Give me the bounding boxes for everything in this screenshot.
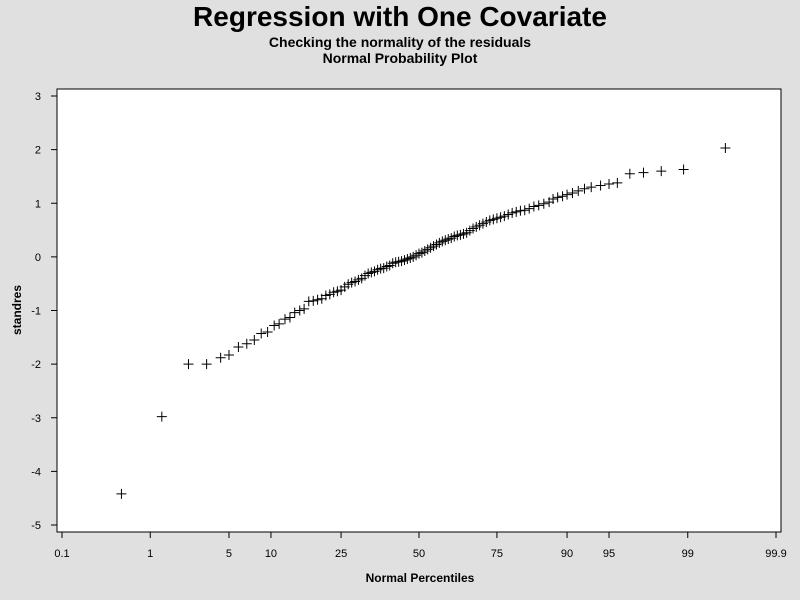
data-point-plus bbox=[156, 411, 167, 422]
data-point-plus bbox=[116, 488, 127, 499]
data-point-plus bbox=[624, 168, 635, 179]
data-point-plus bbox=[249, 334, 260, 345]
data-point-plus bbox=[533, 200, 544, 211]
data-point-plus bbox=[612, 177, 623, 188]
data-point-plus bbox=[538, 198, 549, 209]
x-tick-label: 75 bbox=[491, 548, 503, 560]
x-tick-label: 1 bbox=[147, 548, 153, 560]
x-tick-label: 10 bbox=[265, 548, 277, 560]
plot-area bbox=[56, 88, 782, 533]
data-point-plus bbox=[557, 191, 568, 202]
data-point-plus bbox=[233, 341, 244, 352]
data-point-plus bbox=[312, 294, 323, 305]
data-point-plus bbox=[269, 320, 280, 331]
x-tick-label: 50 bbox=[413, 548, 425, 560]
data-point-plus bbox=[567, 188, 578, 199]
chart-subtitle-2: Normal Probability Plot bbox=[322, 50, 478, 66]
data-point-plus bbox=[503, 209, 514, 220]
data-point-plus bbox=[507, 207, 518, 218]
data-point-plus bbox=[284, 312, 295, 323]
x-tick-label: 25 bbox=[335, 548, 347, 560]
y-tick-label: 2 bbox=[35, 145, 41, 157]
y-tick-label: -3 bbox=[31, 413, 41, 425]
y-tick-label: 3 bbox=[35, 91, 41, 103]
data-point-plus bbox=[201, 359, 212, 370]
y-tick-label: 1 bbox=[35, 198, 41, 210]
x-axis-title: Normal Percentiles bbox=[366, 571, 475, 585]
x-axis: 0.1 1 5 10 25 50 75 90 95 99 99.9 bbox=[54, 532, 787, 560]
x-tick-label: 99 bbox=[682, 548, 694, 560]
x-tick-label: 99.9 bbox=[765, 548, 786, 560]
data-point-plus bbox=[241, 338, 252, 349]
y-tick-label: 0 bbox=[35, 252, 41, 264]
data-point-plus bbox=[656, 166, 667, 177]
data-point-plus bbox=[573, 185, 584, 196]
y-tick-label: -1 bbox=[31, 306, 41, 318]
data-point-plus bbox=[595, 180, 606, 191]
data-point-plus bbox=[279, 314, 290, 325]
data-point-plus bbox=[262, 326, 273, 337]
data-point-plus bbox=[308, 295, 319, 306]
data-point-plus bbox=[499, 211, 510, 222]
data-point-plus bbox=[604, 178, 615, 189]
data-point-plus bbox=[324, 289, 335, 300]
data-point-plus bbox=[562, 189, 573, 200]
data-point-plus bbox=[548, 193, 559, 204]
data-point-plus bbox=[183, 359, 194, 370]
data-point-plus bbox=[303, 296, 314, 307]
y-tick-label: -5 bbox=[31, 520, 41, 532]
data-point-plus bbox=[215, 352, 226, 363]
data-point-plus bbox=[720, 143, 731, 154]
x-tick-label: 0.1 bbox=[54, 548, 69, 560]
data-point-plus bbox=[294, 305, 305, 316]
data-point-plus bbox=[552, 192, 563, 203]
data-point-plus bbox=[289, 307, 300, 318]
data-point-plus bbox=[320, 290, 331, 301]
data-point-plus bbox=[586, 182, 597, 193]
data-point-plus bbox=[528, 201, 539, 212]
data-point-plus bbox=[519, 205, 530, 216]
data-point-plus bbox=[678, 164, 689, 175]
data-point-plus bbox=[638, 167, 649, 178]
data-point-plus bbox=[223, 350, 234, 361]
chart-title: Regression with One Covariate bbox=[193, 1, 607, 32]
data-point-plus bbox=[579, 183, 590, 194]
data-point-plus bbox=[274, 318, 285, 329]
y-tick-label: -2 bbox=[31, 359, 41, 371]
data-point-plus bbox=[299, 303, 310, 314]
x-tick-label: 5 bbox=[226, 548, 232, 560]
data-point-plus bbox=[515, 205, 526, 216]
chart-subtitle-1: Checking the normality of the residuals bbox=[268, 34, 532, 50]
x-tick-label: 95 bbox=[603, 548, 615, 560]
data-point-plus bbox=[256, 328, 267, 339]
x-tick-label: 90 bbox=[561, 548, 573, 560]
data-point-plus bbox=[524, 203, 535, 214]
data-point-plus bbox=[511, 206, 522, 217]
y-axis-title: standres bbox=[10, 285, 24, 335]
y-tick-label: -4 bbox=[31, 466, 41, 478]
data-points bbox=[116, 143, 731, 499]
y-axis: -5 -4 -3 -2 -1 0 1 2 3 bbox=[31, 91, 57, 532]
